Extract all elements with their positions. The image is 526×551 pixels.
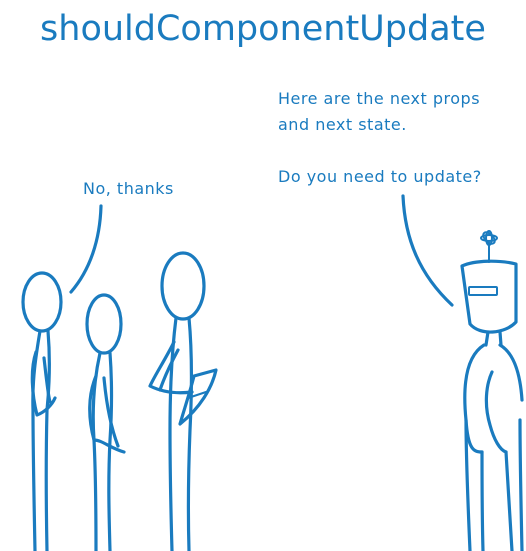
paper-sheet <box>178 368 218 426</box>
robot-arm <box>484 370 508 454</box>
stick-figure-left-arm-inner <box>42 356 52 404</box>
stick-figure-left-head <box>21 271 63 333</box>
robot-leg-left <box>464 418 472 551</box>
stick-figure-right-head <box>160 251 206 321</box>
stick-figure-middle-arm-inner <box>102 376 120 448</box>
robot-head <box>460 259 518 334</box>
robot-speech-line-3: Do you need to update? <box>278 167 482 186</box>
stick-figure-right-body <box>168 316 178 551</box>
flower-petal-3 <box>482 231 496 245</box>
robot-body-right <box>498 343 524 402</box>
robot-speech-text: Here are the next props and next state. … <box>278 86 482 190</box>
robot-neck <box>484 330 503 347</box>
people-speech-text: No, thanks <box>83 179 174 198</box>
flower-petal-2 <box>485 230 493 246</box>
stick-figure-right-arm-lower <box>158 348 180 392</box>
stick-figure-right <box>148 251 218 551</box>
flower-petal-1 <box>480 234 498 242</box>
stick-figure-left-arm <box>30 350 57 417</box>
stick-figure-right-arm <box>148 340 194 395</box>
robot-speech-line-1: Here are the next props <box>278 89 481 108</box>
robot-leg-right <box>504 450 514 551</box>
robot-leg-far-right <box>518 418 524 551</box>
robot-visor <box>468 286 498 296</box>
stick-figure-middle-arm <box>88 374 126 454</box>
page-title: shouldComponentUpdate <box>40 9 486 49</box>
stick-figure-right-body-right <box>186 316 193 551</box>
people-speech-tail <box>69 204 103 294</box>
paper-sheet-fold <box>187 391 207 399</box>
robot-speech-line-2: and next state. <box>278 115 407 134</box>
robot-speech-tail <box>401 194 454 307</box>
stick-figure-middle <box>85 293 126 551</box>
stick-figure-middle-body-right <box>107 351 114 551</box>
stick-figure-middle-head <box>85 293 123 355</box>
robot-figure <box>460 230 524 551</box>
stick-figure-left-body-right <box>44 329 51 551</box>
robot-leg-mid <box>480 450 485 551</box>
stick-figure-left <box>21 271 63 551</box>
